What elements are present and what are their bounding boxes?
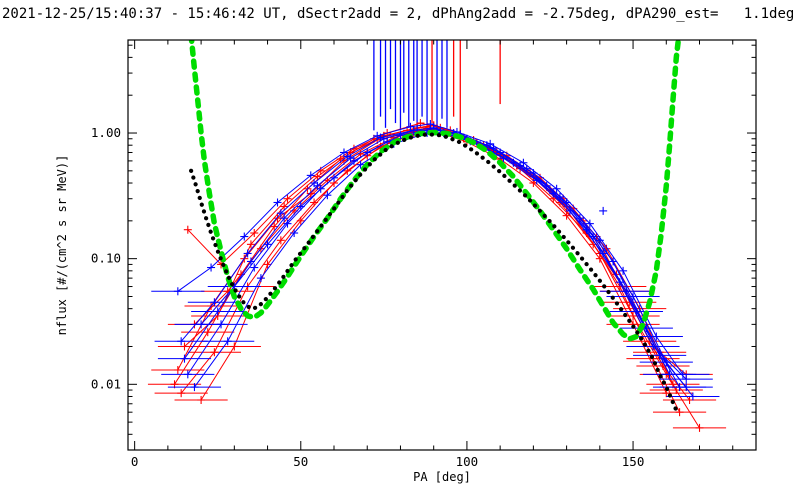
svg-text:0: 0 [131, 454, 139, 469]
svg-text:150: 150 [622, 454, 645, 469]
series-blue-4 [167, 129, 707, 392]
series-red-3 [154, 129, 693, 398]
svg-text:0.01: 0.01 [91, 376, 121, 391]
series-red-7 [174, 121, 727, 432]
offscale-lines [373, 40, 501, 136]
x-axis-label: PA [deg] [413, 470, 471, 484]
curve-model-fit-green-dashed [188, 40, 682, 342]
outlier-points [599, 206, 608, 215]
tick-labels: 0 50 100 150 1.00 0.10 0.01 [91, 125, 644, 469]
svg-text:50: 50 [293, 454, 308, 469]
series-blue-6 [157, 125, 697, 379]
series-blue-2 [161, 126, 720, 401]
series-red-1 [151, 124, 717, 405]
axes [127, 39, 757, 451]
series-blue-1 [154, 123, 713, 384]
svg-text:1.00: 1.00 [91, 125, 121, 140]
svg-text:0.10: 0.10 [91, 251, 121, 266]
series-blue-5 [174, 124, 713, 392]
svg-text:100: 100 [456, 454, 479, 469]
series-blue-3 [151, 119, 710, 379]
plot-title: 2021-12-25/15:40:37 - 15:46:42 UT, dSect… [2, 6, 795, 22]
series-red-2 [157, 121, 703, 395]
plot-data-layer [147, 40, 727, 432]
curve-average-black-dotted [189, 132, 681, 417]
